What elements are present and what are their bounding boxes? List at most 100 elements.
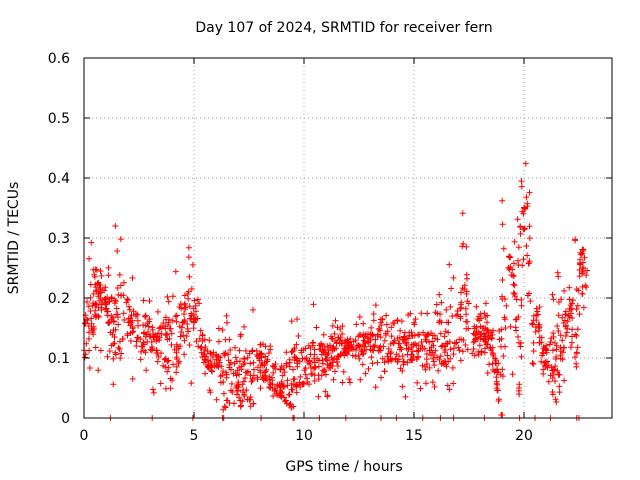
data-point — [332, 368, 338, 374]
data-point — [221, 391, 227, 397]
data-point — [241, 355, 247, 361]
data-point — [95, 367, 101, 373]
data-point — [99, 273, 105, 279]
data-point — [284, 377, 290, 383]
data-point — [357, 314, 363, 320]
data-point — [248, 379, 254, 385]
data-point — [575, 344, 581, 350]
data-point — [579, 291, 585, 297]
data-point — [572, 236, 578, 242]
data-point — [186, 254, 192, 260]
data-point — [199, 344, 205, 350]
data-point — [373, 384, 379, 390]
data-point — [451, 351, 457, 357]
data-point — [463, 306, 469, 312]
data-point — [498, 412, 504, 418]
data-point — [341, 369, 347, 375]
data-point — [206, 337, 212, 343]
data-point — [418, 310, 424, 316]
data-point — [431, 362, 437, 368]
data-point — [443, 307, 449, 313]
data-point — [569, 340, 575, 346]
data-point — [573, 364, 579, 370]
data-point — [484, 319, 490, 325]
data-point — [412, 341, 418, 347]
data-point — [147, 298, 153, 304]
data-point — [181, 311, 187, 317]
data-point — [155, 359, 161, 365]
data-point — [483, 300, 489, 306]
data-point — [366, 366, 372, 372]
data-point — [379, 317, 385, 323]
data-point — [173, 269, 179, 275]
data-point — [114, 248, 120, 254]
data-point — [124, 296, 130, 302]
data-point — [500, 353, 506, 359]
data-point — [238, 404, 244, 410]
data-point — [118, 236, 124, 242]
data-point — [216, 339, 222, 345]
data-point — [115, 322, 121, 328]
data-point — [518, 303, 524, 309]
data-point — [574, 306, 580, 312]
data-point — [105, 265, 111, 271]
data-point — [368, 325, 374, 331]
data-point — [360, 321, 366, 327]
data-point — [333, 318, 339, 324]
data-point — [294, 316, 300, 322]
data-point — [121, 280, 127, 286]
data-point — [463, 319, 469, 325]
data-point — [156, 325, 162, 331]
data-point — [270, 393, 276, 399]
data-point — [346, 376, 352, 382]
data-point — [550, 296, 556, 302]
data-point — [554, 323, 560, 329]
data-point — [233, 354, 239, 360]
data-point — [562, 311, 568, 317]
data-point — [527, 298, 533, 304]
data-point — [413, 316, 419, 322]
data-point — [530, 361, 536, 367]
data-point — [485, 370, 491, 376]
data-point — [371, 317, 377, 323]
data-point — [446, 387, 452, 393]
data-point — [463, 311, 469, 317]
data-point — [373, 302, 379, 308]
data-point — [170, 293, 176, 299]
data-point — [573, 333, 579, 339]
data-point — [186, 245, 192, 251]
data-point — [445, 319, 451, 325]
data-point — [228, 387, 234, 393]
data-point — [202, 371, 208, 377]
data-point — [315, 394, 321, 400]
data-point — [117, 272, 123, 278]
data-point — [450, 275, 456, 281]
data-point — [173, 369, 179, 375]
data-point — [297, 374, 303, 380]
data-point — [511, 260, 517, 266]
data-point — [389, 333, 395, 339]
data-point — [510, 371, 516, 377]
data-point — [150, 386, 156, 392]
data-point — [191, 325, 197, 331]
y-tick-label: 0.3 — [48, 231, 70, 247]
data-point — [220, 327, 226, 333]
data-point — [536, 325, 542, 331]
data-point — [429, 339, 435, 345]
data-point — [143, 313, 149, 319]
y-tick-labels: 00.10.20.30.40.50.6 — [48, 51, 70, 427]
data-point — [500, 221, 506, 227]
data-point — [128, 338, 134, 344]
data-point — [435, 368, 441, 374]
data-point — [527, 235, 533, 241]
data-point — [250, 360, 256, 366]
data-point — [126, 304, 132, 310]
data-point — [551, 371, 557, 377]
data-point — [250, 347, 256, 353]
data-point — [221, 351, 227, 357]
data-point — [561, 345, 567, 351]
data-point — [418, 385, 424, 391]
data-point — [143, 367, 149, 373]
data-point — [310, 301, 316, 307]
data-point — [460, 210, 466, 216]
